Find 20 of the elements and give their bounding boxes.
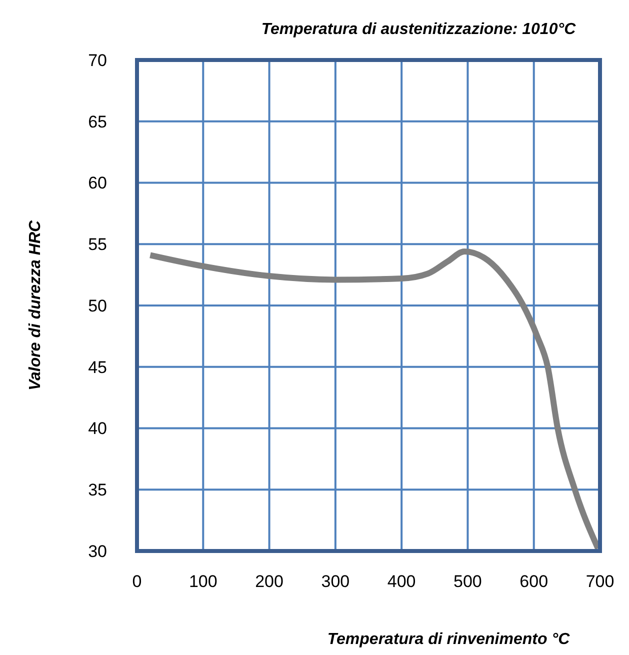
y-tick-label: 45: [88, 358, 107, 377]
y-tick-label: 60: [88, 174, 107, 193]
y-tick-label: 65: [88, 112, 107, 132]
chart-title: Temperatura di austenitizzazione: 1010°C: [261, 21, 576, 38]
x-tick-label: 500: [454, 572, 482, 591]
y-tick-label: 70: [88, 50, 107, 70]
x-tick-label: 700: [586, 572, 614, 591]
x-tick-label: 0: [132, 572, 142, 591]
y-tick-label: 30: [88, 542, 107, 561]
x-tick-label: 400: [387, 572, 416, 591]
x-tick-label: 200: [255, 572, 284, 591]
y-tick-label: 50: [88, 296, 107, 316]
y-axis-title: Valore di durezza HRC: [27, 220, 44, 391]
x-axis-title: Temperatura di rinvenimento °C: [327, 631, 570, 648]
y-tick-label: 35: [88, 480, 107, 500]
x-tick-label: 300: [321, 572, 350, 591]
x-tick-label: 100: [188, 572, 218, 591]
y-tick-label: 40: [88, 419, 107, 438]
x-tick-label: 600: [520, 572, 548, 591]
y-tick-label: 55: [88, 235, 107, 254]
